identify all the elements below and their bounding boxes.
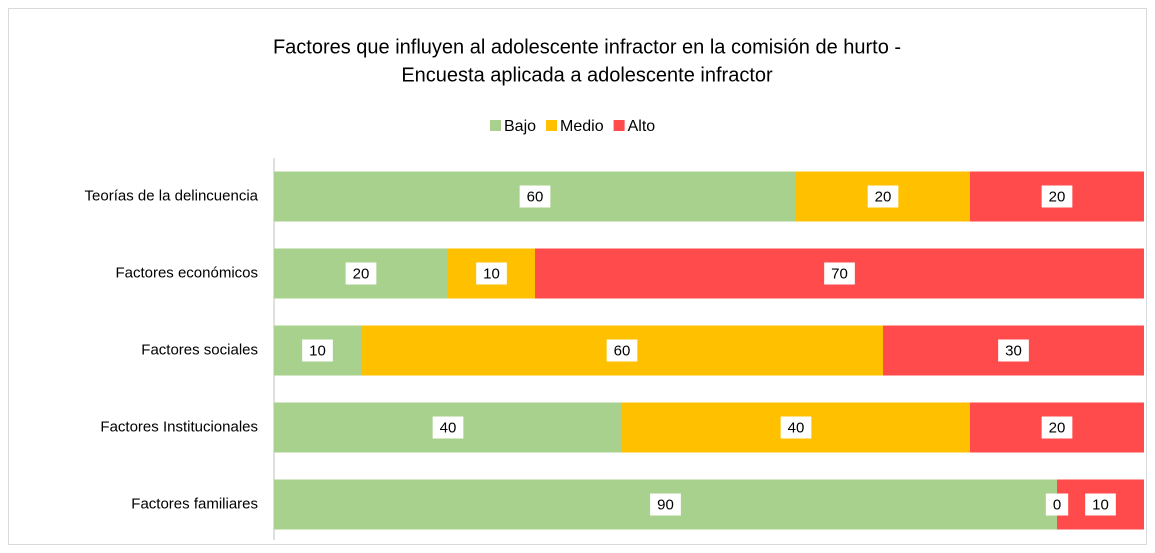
legend-label: Medio	[560, 118, 604, 135]
data-label-box	[824, 262, 855, 285]
category-label: Teorías de la delincuencia	[85, 187, 259, 204]
legend-swatch	[546, 120, 558, 131]
data-label-box	[1041, 416, 1073, 439]
category-label: Factores sociales	[141, 341, 258, 358]
data-label-box	[867, 185, 899, 208]
category-label: Factores familiares	[131, 495, 258, 512]
data-label-box	[476, 262, 507, 285]
category-label: Factores económicos	[115, 264, 258, 281]
data-label-box	[780, 416, 812, 439]
data-label: 10	[483, 265, 500, 282]
data-label: 20	[1049, 188, 1066, 205]
data-label-box	[606, 339, 638, 362]
data-label-box	[302, 339, 333, 362]
legend-swatch	[490, 120, 501, 131]
data-label: 20	[353, 265, 370, 282]
data-label: 10	[1092, 496, 1109, 513]
data-label-box	[1085, 493, 1116, 516]
category-label: Factores Institucionales	[100, 418, 258, 435]
data-label: 30	[1005, 342, 1022, 359]
data-label: 20	[1049, 419, 1066, 436]
data-label-box	[998, 339, 1029, 362]
chart-title: Encuesta aplicada a adolescente infracto…	[401, 64, 773, 86]
data-label-box	[1041, 185, 1073, 208]
legend-label: Alto	[628, 118, 656, 135]
data-label-box	[519, 185, 551, 208]
data-label: 60	[527, 188, 544, 205]
chart-title: Factores que influyen al adolescente inf…	[273, 36, 901, 58]
data-label: 90	[657, 496, 674, 513]
legend-label: Bajo	[504, 118, 536, 135]
legend-swatch	[613, 120, 625, 131]
data-label: 60	[614, 342, 631, 359]
data-label: 10	[309, 342, 326, 359]
data-label: 0	[1053, 496, 1061, 513]
data-label: 40	[440, 419, 457, 436]
data-label: 40	[788, 419, 805, 436]
data-label: 20	[875, 188, 892, 205]
data-label-box	[650, 493, 681, 516]
data-label-box	[1045, 493, 1069, 516]
data-label-box	[345, 262, 377, 285]
data-label-box	[432, 416, 464, 439]
data-label: 70	[831, 265, 848, 282]
